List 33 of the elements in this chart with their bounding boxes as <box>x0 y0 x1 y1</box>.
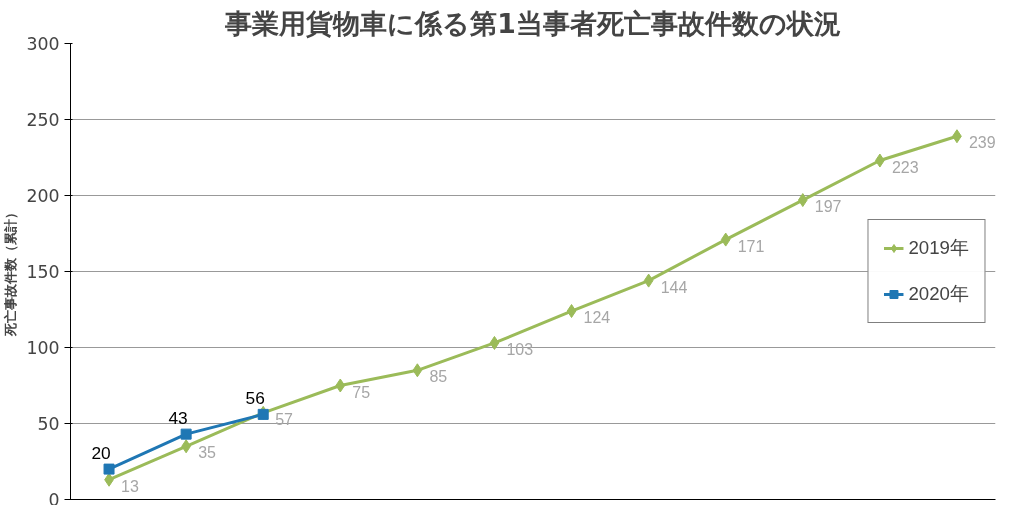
legend-label: 2020年 <box>908 282 969 306</box>
y-tick-label: 50 <box>37 414 60 434</box>
point <box>566 304 577 319</box>
point <box>335 378 346 393</box>
data-label: 239 <box>968 134 996 152</box>
data-label: 20 <box>91 443 111 464</box>
point <box>103 463 115 475</box>
y-axis-title: 死亡事故件数（累計） <box>3 206 19 338</box>
point <box>412 363 423 378</box>
data-label: 171 <box>737 237 765 255</box>
point <box>643 273 654 288</box>
y-tick-label: 200 <box>26 186 60 206</box>
legend-label: 2019年 <box>908 236 969 260</box>
y-tick-label: 100 <box>26 338 60 358</box>
point <box>180 428 192 440</box>
data-label: 35 <box>198 444 217 462</box>
data-label: 124 <box>583 309 611 327</box>
point <box>720 232 731 247</box>
data-label: 197 <box>814 198 842 216</box>
y-tick-label: 0 <box>48 489 60 510</box>
data-label: 144 <box>660 278 688 296</box>
data-label: 56 <box>245 388 265 409</box>
y-tick-label: 150 <box>26 262 60 282</box>
data-label: 43 <box>168 408 188 429</box>
y-tick-label: 300 <box>26 34 60 54</box>
point <box>489 335 500 350</box>
data-label: 75 <box>352 383 371 401</box>
data-label: 223 <box>891 158 919 176</box>
y-tick-label: 250 <box>26 110 60 130</box>
chart-title: 事業用貨物車に係る第1当事者死亡事故件数の状況 <box>224 7 841 39</box>
data-label: 13 <box>121 477 139 495</box>
data-label: 85 <box>429 368 448 386</box>
point <box>797 193 808 208</box>
